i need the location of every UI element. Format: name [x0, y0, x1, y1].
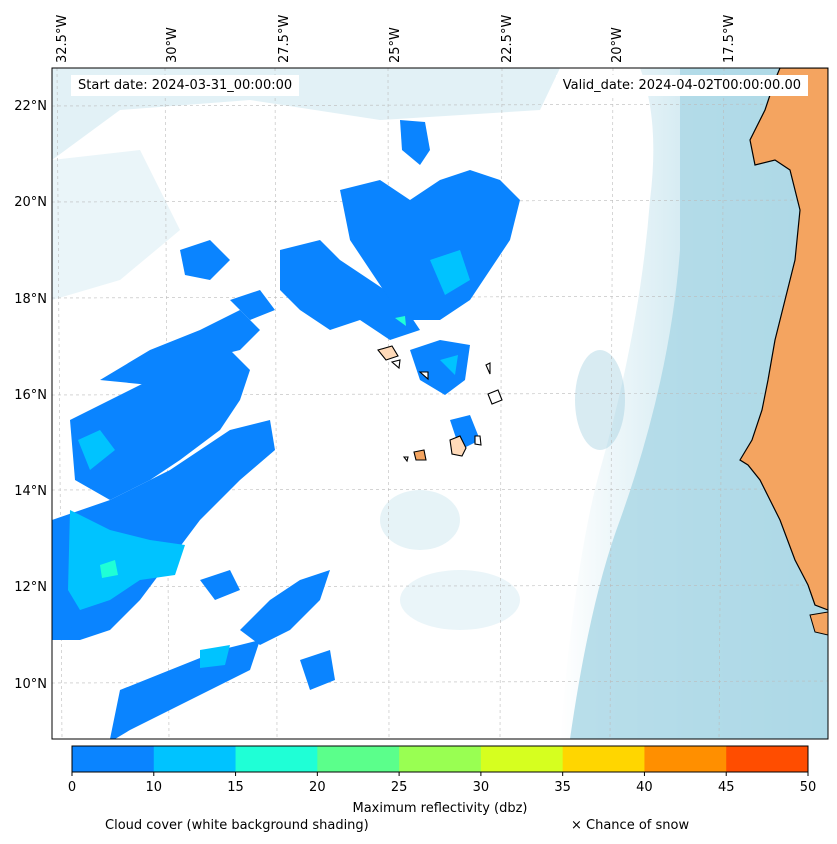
reflectivity-0-10 — [52, 120, 520, 739]
snow-legend: × Chance of snow — [571, 818, 690, 833]
colorbar-ticks: 0 10 15 20 25 30 35 40 45 50 — [68, 772, 816, 795]
lat-tick-18n: 18°N — [14, 292, 47, 307]
lat-tick-10n: 10°N — [14, 677, 47, 692]
african-coast-south — [809, 611, 828, 636]
colorbar-segment — [562, 746, 645, 772]
colorbar-title: Maximum reflectivity (dbz) — [352, 801, 528, 816]
colorbar-segment — [644, 746, 727, 772]
colorbar-tick-label: 40 — [636, 780, 653, 795]
colorbar-segment — [153, 746, 237, 772]
lon-tick-27-5w: 27.5°W — [277, 15, 292, 63]
colorbar-tick-label: 10 — [146, 780, 163, 795]
colorbar-segment — [235, 746, 318, 772]
lon-tick-32-5w: 32.5°W — [55, 15, 70, 63]
ocean-shading — [52, 68, 828, 739]
colorbar-segments — [72, 746, 809, 772]
lat-tick-16n: 16°N — [14, 388, 47, 403]
colorbar-tick-label: 15 — [227, 780, 244, 795]
colorbar-frame — [71, 745, 809, 773]
african-coast-land — [739, 68, 828, 611]
colorbar: 0 10 15 20 25 30 35 40 45 50 — [68, 745, 816, 795]
reflectivity-15-20 — [100, 316, 406, 578]
colorbar-tick-label: 30 — [473, 780, 490, 795]
start-date-label: Start date: 2024-03-31_00:00:00 — [71, 75, 300, 96]
latitude-tick-labels: 22°N 20°N 18°N 16°N 14°N 12°N 10°N — [14, 99, 47, 692]
lon-tick-17-5w: 17.5°W — [722, 15, 737, 63]
lon-tick-25w: 25°W — [388, 27, 403, 63]
longitude-tick-labels: 32.5°W 30°W 27.5°W 25°W 22.5°W 20°W 17.5… — [55, 15, 737, 63]
colorbar-tick-label: 50 — [800, 780, 817, 795]
colorbar-segment — [399, 746, 482, 772]
lon-tick-30w: 30°W — [165, 27, 180, 63]
colorbar-tick-label: 35 — [554, 780, 571, 795]
lat-tick-20n: 20°N — [14, 195, 47, 210]
colorbar-tick-label: 45 — [718, 780, 735, 795]
lat-tick-14n: 14°N — [14, 484, 47, 499]
colorbar-tick-label: 20 — [309, 780, 326, 795]
lon-tick-20w: 20°W — [610, 27, 625, 63]
reflectivity-10-15 — [68, 250, 470, 668]
colorbar-segment — [726, 746, 809, 772]
colorbar-segment — [480, 746, 564, 772]
colorbar-segment — [317, 746, 400, 772]
reflectivity-field — [52, 120, 520, 739]
colorbar-tick-label: 25 — [391, 780, 408, 795]
colorbar-tick-label: 0 — [68, 780, 76, 795]
colorbar-segment — [72, 746, 155, 772]
cape-verde-islands — [377, 345, 503, 463]
valid-date-label: Valid_date: 2024-04-02T00:00:00.00 — [555, 75, 808, 96]
lat-tick-22n: 22°N — [14, 99, 47, 114]
lon-tick-22-5w: 22.5°W — [500, 15, 515, 63]
cloud-cover-note: Cloud cover (white background shading) — [105, 818, 369, 833]
lat-tick-12n: 12°N — [14, 580, 47, 595]
map-frame — [51, 67, 829, 740]
